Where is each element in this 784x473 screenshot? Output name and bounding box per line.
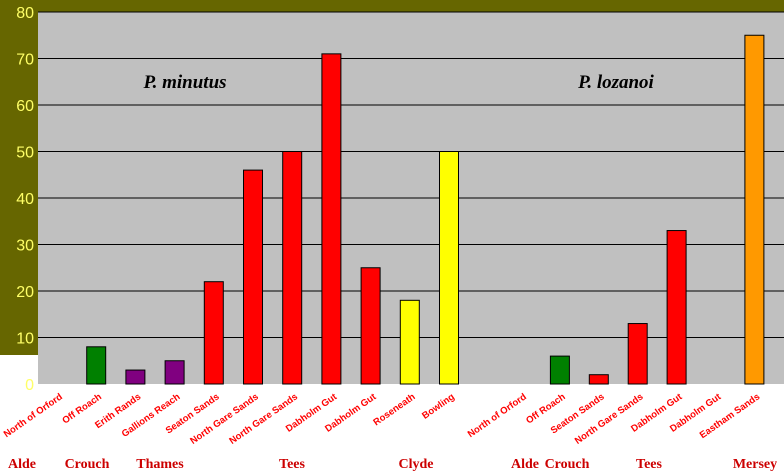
- bar: [125, 369, 146, 385]
- species-annotation: P. lozanoi: [577, 72, 654, 93]
- bar: [744, 34, 765, 385]
- y-tick-label: 0: [25, 377, 34, 394]
- x-tick-label: North of Orford: [466, 391, 529, 440]
- y-tick-label: 20: [16, 284, 34, 301]
- y-tick-label: 40: [16, 191, 34, 208]
- species-annotation: P. minutus: [142, 72, 226, 93]
- group-label: Alde: [511, 457, 539, 472]
- y-tick-label: 10: [16, 331, 34, 348]
- bar: [321, 53, 342, 385]
- bar: [360, 267, 381, 385]
- bar: [588, 374, 609, 385]
- group-label: Clyde: [399, 457, 434, 472]
- y-tick-label: 30: [16, 238, 34, 255]
- bar: [282, 151, 303, 385]
- group-label: Alde: [8, 457, 36, 472]
- x-tick-label: North Gare Sands: [573, 391, 645, 446]
- y-tick-label: 80: [16, 5, 34, 22]
- bar: [549, 355, 570, 385]
- group-label: Crouch: [545, 457, 590, 472]
- x-tick-label: Roseneath: [371, 391, 417, 428]
- x-tick-label: Bowling: [420, 391, 457, 421]
- bar: [627, 323, 648, 385]
- bar: [86, 346, 107, 385]
- bar: [666, 230, 687, 385]
- x-tick-label: North Gare Sands: [188, 391, 260, 446]
- y-tick-label: 50: [16, 145, 34, 162]
- group-label: Tees: [279, 457, 305, 472]
- y-tick-label: 70: [16, 52, 34, 69]
- bar: [203, 281, 224, 385]
- group-label: Tees: [636, 457, 662, 472]
- x-tick-label: North Gare Sands: [227, 391, 299, 446]
- bar: [164, 360, 185, 385]
- bar: [439, 151, 459, 385]
- x-tick-label: North of Orford: [2, 391, 65, 440]
- group-label: Thames: [136, 457, 184, 472]
- bar: [399, 299, 420, 385]
- group-label: Mersey: [733, 457, 777, 472]
- group-label: Crouch: [65, 457, 110, 472]
- y-tick-label: 60: [16, 98, 34, 115]
- bar: [243, 169, 263, 385]
